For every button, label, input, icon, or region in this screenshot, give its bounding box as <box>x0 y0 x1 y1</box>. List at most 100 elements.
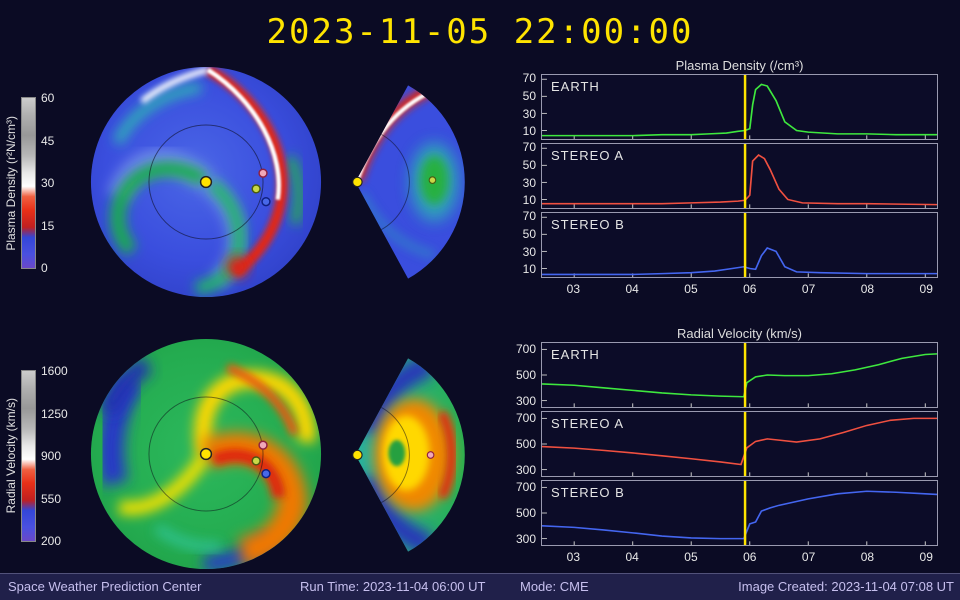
y-tick-label: 500 <box>515 368 536 382</box>
footer-run-time: Run Time: 2023-11-04 06:00 UT <box>300 579 486 594</box>
y-tick-label: 300 <box>515 532 536 547</box>
density-meridional-svg <box>352 85 465 279</box>
x-tick-label: 07 <box>801 282 816 296</box>
velocity-stereo-a-chart <box>542 412 937 476</box>
velocity-ecliptic-svg <box>90 338 322 570</box>
colorbar-tick-label: 30 <box>41 176 55 190</box>
footer-mode: Mode: CME <box>520 579 589 594</box>
y-axis-labels: 300 500 700 <box>508 410 541 478</box>
velocity-meridional-svg <box>352 358 465 552</box>
velocity-earth-chart <box>542 343 937 407</box>
colorbar-tick-label: 1250 <box>41 406 68 421</box>
colorbar-tick-label: 15 <box>41 218 55 233</box>
panel-label: STEREO B <box>551 485 625 500</box>
colorbar-tick-label: 900 <box>41 449 62 463</box>
x-tick-label: 08 <box>860 282 875 296</box>
stereo-a-marker <box>258 168 268 178</box>
y-tick-label: 700 <box>515 410 536 425</box>
y-tick-label: 10 <box>522 262 536 277</box>
series-line <box>542 417 937 466</box>
earth-orbit-arc <box>380 406 410 504</box>
plot-area: EARTH <box>541 342 938 408</box>
x-tick-label: 04 <box>625 282 639 296</box>
sun-marker <box>352 449 363 461</box>
x-tick-label: 09 <box>919 282 933 296</box>
velocity-earth-panel: 300 500 700 EARTH <box>508 342 938 408</box>
earth-marker <box>251 456 261 466</box>
velocity-charts-title: Radial Velocity (km/s) <box>677 326 802 341</box>
y-tick-label: 30 <box>522 244 536 259</box>
sun-marker <box>352 176 363 188</box>
density-timeseries-group: Plasma Density (/cm³) 10 30 50 70 EARTH 10 3… <box>508 58 938 296</box>
y-axis-labels: 300 500 700 <box>508 479 541 547</box>
x-tick-label: 06 <box>743 282 757 296</box>
density-colorbar: Plasma Density (r²N/cm³) 0 15 30 45 60 <box>4 91 70 275</box>
velocity-stereo-a-panel: 300 500 700 STEREO A <box>508 411 938 477</box>
y-tick-label: 10 <box>522 193 536 208</box>
x-tick-label: 04 <box>625 550 639 564</box>
y-tick-label: 700 <box>515 479 536 494</box>
velocity-stereo-b-panel: 300 500 700 STEREO B <box>508 480 938 546</box>
density-earth-panel: 10 30 50 70 EARTH <box>508 71 938 140</box>
velocity-disk-features <box>98 355 316 570</box>
series-line <box>542 83 937 137</box>
density-ecliptic-map <box>88 64 324 300</box>
earth-orbit-ring <box>148 124 264 240</box>
plot-area: EARTH <box>541 74 938 140</box>
x-tick-label: 03 <box>566 282 581 296</box>
density-earth-chart <box>542 75 937 139</box>
stereo-b-marker <box>261 196 271 207</box>
plot-area: STEREO A <box>541 143 938 209</box>
footer-bar: Space Weather Prediction Center Run Time… <box>0 573 960 600</box>
x-tick-label: 08 <box>860 550 875 564</box>
plot-area: STEREO A <box>541 411 938 477</box>
x-tick-label: 03 <box>566 550 581 564</box>
velocity-colorbar-label: Radial Velocity (km/s) <box>4 398 18 514</box>
density-stereo-b-chart <box>542 213 937 277</box>
velocity-colorbar-ticks: 200 550 900 1250 1600 <box>36 364 70 548</box>
x-axis-labels: 03 04 05 06 07 08 09 <box>541 281 938 296</box>
y-tick-label: 70 <box>522 209 536 224</box>
y-tick-label: 70 <box>522 140 536 155</box>
y-tick-label: 500 <box>515 437 536 451</box>
y-tick-label: 70 <box>522 71 536 86</box>
timeseries-column: Plasma Density (/cm³) 10 30 50 70 EARTH 10 3… <box>508 58 938 594</box>
timestamp-title: 2023-11-05 22:00:00 <box>266 12 694 52</box>
colorbar-tick-label: 45 <box>41 133 55 148</box>
y-tick-label: 30 <box>522 106 536 121</box>
colorbar-tick-label: 1600 <box>41 364 68 378</box>
y-tick-label: 300 <box>515 463 536 478</box>
stereo-a-marker <box>258 440 268 450</box>
velocity-timeseries-group: Radial Velocity (km/s) 300 500 700 EARTH 3… <box>508 326 938 564</box>
plot-area: STEREO B <box>541 212 938 278</box>
density-stereo-b-panel: 10 30 50 70 STEREO B <box>508 209 938 278</box>
velocity-meridional-map <box>348 342 470 568</box>
y-tick-label: 700 <box>515 341 536 356</box>
velocity-ecliptic-map <box>88 336 324 572</box>
panel-label: STEREO A <box>551 416 625 431</box>
x-tick-label: 05 <box>684 550 698 564</box>
colorbar-tick-label: 550 <box>41 491 62 506</box>
panel-label: STEREO B <box>551 217 625 232</box>
velocity-colorbar: Radial Velocity (km/s) 200 550 900 1250 1600 <box>4 364 70 548</box>
y-tick-label: 500 <box>515 506 536 520</box>
x-axis-labels: 03 04 05 06 07 08 09 <box>541 549 938 564</box>
footer-created: Image Created: 2023-11-04 07:08 UT <box>738 579 954 594</box>
series-line <box>542 154 937 206</box>
density-stereo-a-panel: 10 30 50 70 STEREO A <box>508 140 938 209</box>
earth-marker <box>428 176 437 184</box>
stereo-b-marker <box>261 468 271 479</box>
panel-label: EARTH <box>551 347 600 362</box>
density-stereo-a-chart <box>542 144 937 208</box>
y-axis-labels: 10 30 50 70 <box>508 71 541 140</box>
density-ecliptic-svg <box>90 66 322 298</box>
panel-label: STEREO A <box>551 148 625 163</box>
y-tick-label: 30 <box>522 175 536 190</box>
density-colorbar-ticks: 0 15 30 45 60 <box>36 91 70 275</box>
sun-marker <box>199 175 213 189</box>
series-line <box>542 490 937 540</box>
density-disk-features <box>106 66 304 295</box>
y-tick-label: 50 <box>522 89 536 103</box>
earth-marker <box>251 184 261 194</box>
